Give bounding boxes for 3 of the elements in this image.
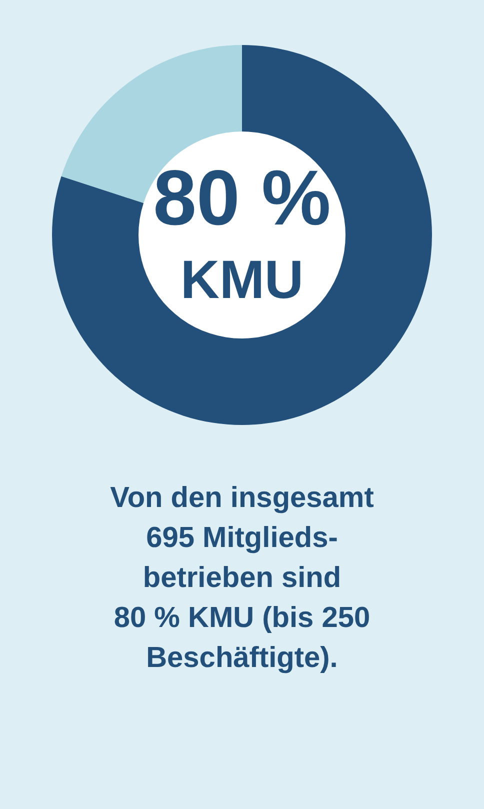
- data-label: 80 %: [153, 154, 331, 242]
- slice-label: KMU: [180, 250, 304, 310]
- text: Von den insgesamt 695 Mitglieds- betrieben sind 80 % KMU (bis 250 Beschäftigte).: [109, 481, 375, 676]
